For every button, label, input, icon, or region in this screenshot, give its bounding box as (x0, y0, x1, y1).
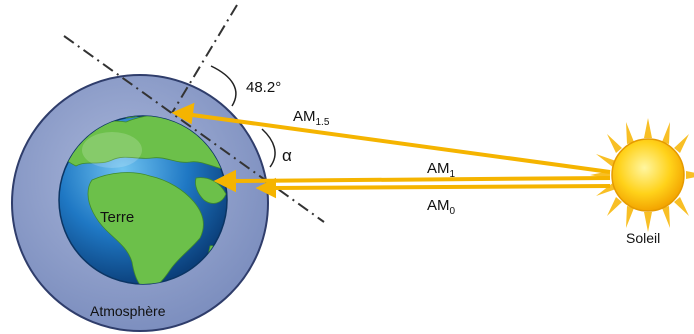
horizon-tangent-line (63, 35, 325, 223)
angle-arc-48 (210, 65, 237, 107)
ray-am0-arrowhead (255, 177, 276, 199)
ray-am0 (271, 184, 611, 190)
ray-am1-arrowhead (213, 169, 236, 193)
angle-value-label: 48.2° (246, 79, 281, 96)
ray-am15 (184, 112, 611, 174)
reference-lines (63, 4, 325, 223)
am0-label: AM0 (427, 197, 456, 217)
am1-label: AM1 (427, 160, 456, 180)
sun-icon (590, 118, 694, 232)
ray-am1 (231, 176, 611, 183)
angle-alpha-label: α (282, 146, 292, 165)
angle-arcs (210, 65, 276, 168)
am15-label: AM1.5 (293, 108, 330, 128)
atmosphere-label: Atmosphère (90, 303, 166, 319)
zenith-normal-line (171, 4, 238, 114)
sun-label: Soleil (626, 230, 660, 246)
angle-arc-alpha (261, 128, 276, 168)
earth-label: Terre (100, 209, 134, 226)
earth-globe (58, 115, 228, 285)
sun-rays-group (171, 102, 611, 199)
ray-am15-arrowhead (171, 102, 195, 125)
